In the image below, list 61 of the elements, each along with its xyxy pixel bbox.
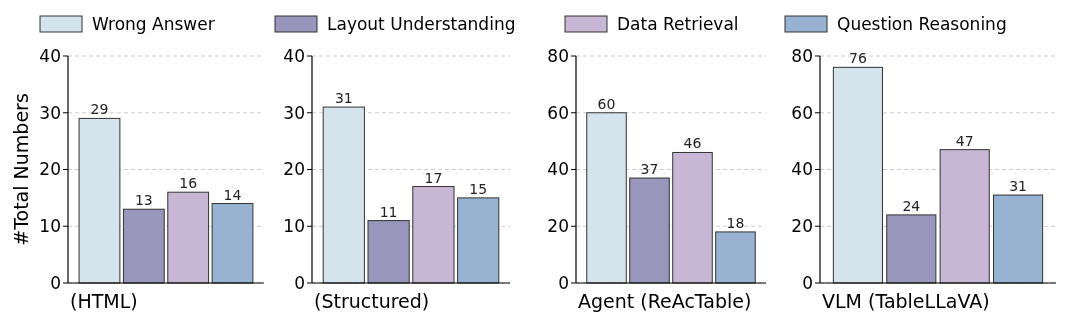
bar xyxy=(167,191,210,284)
y-tick-label: 30 xyxy=(283,102,305,123)
y-tick-label: 80 xyxy=(547,45,569,66)
x-axis-title: (HTML) xyxy=(70,290,138,312)
data-label: 11 xyxy=(379,203,398,220)
y-tick-label: 80 xyxy=(791,45,813,66)
y-tick-label: 40 xyxy=(39,45,61,66)
bar xyxy=(78,117,121,284)
bar xyxy=(367,220,410,284)
bar xyxy=(993,194,1044,284)
data-label: 47 xyxy=(955,132,974,149)
bar xyxy=(211,203,254,284)
y-tick-label: 10 xyxy=(39,216,61,237)
y-tick-label: 60 xyxy=(791,102,813,123)
bar xyxy=(886,214,937,284)
data-label: 31 xyxy=(334,90,353,107)
y-tick-label: 30 xyxy=(39,102,61,123)
x-axis-title: Agent (ReAcTable) xyxy=(578,290,752,312)
data-label: 24 xyxy=(902,197,921,214)
y-tick-label: 20 xyxy=(791,216,813,237)
bar xyxy=(629,177,670,284)
y-tick-label: 0 xyxy=(294,272,305,293)
data-label: 15 xyxy=(469,180,488,197)
y-axis-title: #Total Numbers xyxy=(10,93,32,246)
y-tick-label: 0 xyxy=(802,272,813,293)
legend-label: Wrong Answer xyxy=(92,13,215,34)
bar xyxy=(457,197,500,284)
bar xyxy=(939,149,990,284)
bar xyxy=(412,186,455,284)
y-tick-label: 20 xyxy=(39,159,61,180)
data-label: 46 xyxy=(683,135,702,152)
bar xyxy=(586,112,627,284)
y-tick-label: 40 xyxy=(283,45,305,66)
data-label: 60 xyxy=(597,95,616,112)
legend-label: Data Retrieval xyxy=(617,13,739,34)
legend-label: Question Reasoning xyxy=(837,13,1007,34)
y-tick-label: 60 xyxy=(547,102,569,123)
y-tick-label: 0 xyxy=(50,272,61,293)
data-label: 76 xyxy=(849,50,867,67)
y-tick-label: 0 xyxy=(558,272,569,293)
bar xyxy=(122,208,165,284)
data-label: 37 xyxy=(640,161,659,178)
y-tick-label: 20 xyxy=(547,216,569,237)
data-label: 29 xyxy=(90,101,109,118)
data-label: 14 xyxy=(223,186,242,203)
data-label: 18 xyxy=(726,214,745,231)
data-label: 16 xyxy=(179,175,198,192)
y-tick-label: 40 xyxy=(547,159,569,180)
data-label: 17 xyxy=(424,169,443,186)
bar xyxy=(322,106,365,284)
bar xyxy=(715,231,756,284)
data-label: 13 xyxy=(134,192,153,209)
bar xyxy=(672,151,713,284)
y-tick-label: 40 xyxy=(791,159,813,180)
data-label: 31 xyxy=(1009,178,1027,195)
x-axis-title: VLM (TableLLaVA) xyxy=(822,290,990,312)
y-tick-label: 20 xyxy=(283,159,305,180)
bar xyxy=(832,66,883,284)
x-axis-title: (Structured) xyxy=(314,290,430,312)
legend-label: Layout Understanding xyxy=(327,13,516,34)
y-tick-label: 10 xyxy=(283,216,305,237)
